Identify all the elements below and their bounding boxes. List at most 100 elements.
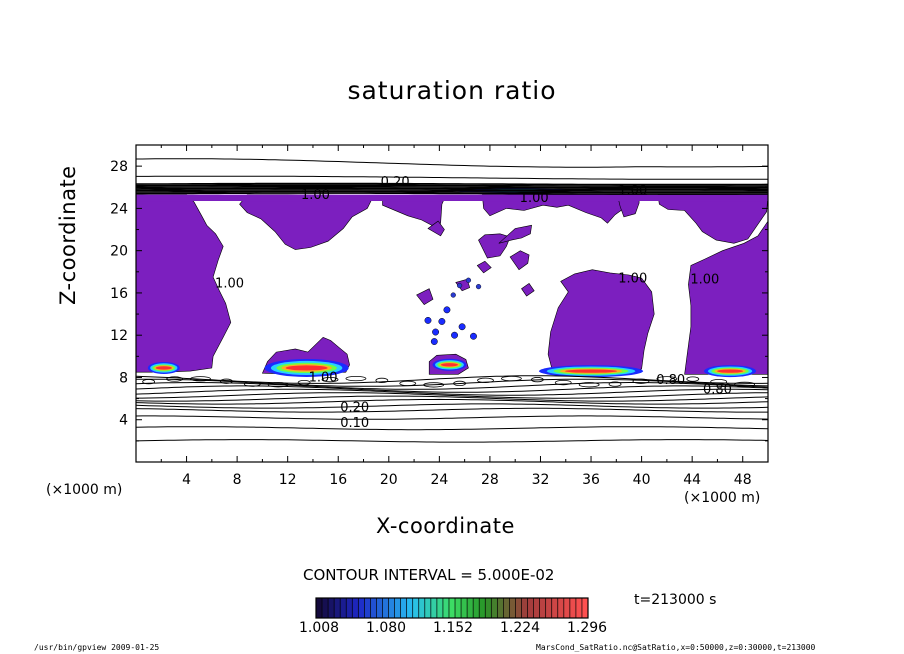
y-tick-label: 12 <box>110 328 128 344</box>
saturation-blob <box>438 318 446 325</box>
colorbar-swatch <box>503 598 510 618</box>
contour-line <box>477 377 494 383</box>
contour-line <box>136 187 768 191</box>
colorbar-swatch <box>406 598 413 618</box>
colorbar-swatch <box>539 598 546 618</box>
colorbar-frame <box>315 597 589 619</box>
colorbar-swatch <box>479 598 486 618</box>
x-axis-label: X-coordinate <box>376 514 515 538</box>
saturation-blob <box>450 292 456 298</box>
contour-line <box>375 377 389 383</box>
contour-line <box>136 382 768 390</box>
x-tick-label: 36 <box>582 472 600 488</box>
x-tick-label: 4 <box>182 472 191 488</box>
contour-label: 1.00 <box>618 184 647 199</box>
supersat-region <box>136 194 232 373</box>
colorbar <box>315 597 589 619</box>
contour-line <box>136 189 768 192</box>
x-tick-label: 40 <box>633 472 651 488</box>
colorbar-swatch <box>442 598 449 618</box>
saturation-blob <box>465 277 472 283</box>
contour-line <box>686 376 700 382</box>
contour-line <box>136 192 768 195</box>
colorbar-swatch <box>340 598 347 618</box>
contour-line <box>734 381 756 387</box>
contour-line <box>136 190 768 194</box>
contour-line <box>554 380 572 386</box>
colorbar-swatch <box>545 598 552 618</box>
plot-frame <box>135 144 769 463</box>
contour-line <box>136 439 768 443</box>
supersat-region <box>498 224 532 244</box>
colorbar-swatch <box>328 598 335 618</box>
saturation-blob <box>285 365 328 371</box>
supersat-region <box>509 250 530 271</box>
colorbar-swatch <box>575 598 582 618</box>
contour-line <box>136 426 768 431</box>
contour-line <box>530 377 544 383</box>
colorbar-swatch <box>551 598 558 618</box>
colorbar-tick-label: 1.224 <box>500 620 541 636</box>
colorbar-swatch <box>521 598 528 618</box>
x-tick-label: 20 <box>380 472 398 488</box>
colorbar-swatch <box>322 598 329 618</box>
x-tick-label: 48 <box>734 472 752 488</box>
saturation-blob <box>440 363 458 367</box>
supersat-region <box>239 194 375 250</box>
supersat-region <box>427 220 445 237</box>
contour-label: 1.00 <box>215 277 244 292</box>
colorbar-swatch <box>581 598 588 618</box>
contour-line <box>453 380 466 386</box>
contour-line <box>136 388 768 396</box>
contour-line <box>136 175 768 180</box>
colorbar-swatch <box>485 598 492 618</box>
contour-line <box>136 385 768 393</box>
contour-line <box>136 398 768 405</box>
contour-line <box>136 158 768 168</box>
saturation-blob <box>456 282 463 289</box>
colorbar-tick-label: 1.296 <box>567 620 608 636</box>
colorbar-swatch <box>352 598 359 618</box>
saturation-blob <box>430 338 438 345</box>
contour-line <box>710 379 728 385</box>
x-tick-label: 8 <box>233 472 242 488</box>
contour-line <box>136 395 768 402</box>
contour-label: 0.20 <box>340 400 369 415</box>
colorbar-swatch <box>509 598 516 618</box>
contour-label: 0.10 <box>340 416 369 431</box>
contour-line <box>136 392 768 399</box>
x-tick-label: 32 <box>532 472 550 488</box>
contour-line <box>136 185 768 189</box>
contour-line <box>423 382 445 388</box>
y-tick-label: 20 <box>110 244 128 260</box>
x-tick-label: 12 <box>279 472 297 488</box>
contour-line <box>656 376 678 382</box>
colorbar-swatch <box>424 598 431 618</box>
colorbar-swatch <box>388 598 395 618</box>
colorbar-swatch <box>394 598 401 618</box>
supersat-region <box>136 194 768 202</box>
colorbar-swatch <box>527 598 534 618</box>
saturation-blob <box>717 369 744 373</box>
footer-left: /usr/bin/gpview 2009-01-25 <box>34 643 160 652</box>
contour-line <box>136 403 768 409</box>
y-tick-label: 8 <box>119 370 128 386</box>
contour-line <box>608 381 622 387</box>
colorbar-swatch <box>358 598 365 618</box>
x-tick-label: 24 <box>430 472 448 488</box>
supersat-region <box>521 282 535 297</box>
contour-line <box>219 378 233 384</box>
y-axis-unit: (×1000 m) <box>46 482 123 498</box>
x-axis-unit: (×1000 m) <box>684 490 761 506</box>
saturation-blob <box>155 366 172 370</box>
contour-interval-label: CONTOUR INTERVAL = 5.000E-02 <box>303 566 555 584</box>
colorbar-swatch <box>334 598 341 618</box>
contour-line <box>243 381 261 387</box>
x-tick-label: 16 <box>329 472 347 488</box>
saturation-blob <box>470 332 477 340</box>
colorbar-swatch <box>497 598 504 618</box>
contour-label: 1.00 <box>301 188 330 203</box>
colorbar-swatch <box>491 598 498 618</box>
saturation-blob <box>458 323 466 331</box>
